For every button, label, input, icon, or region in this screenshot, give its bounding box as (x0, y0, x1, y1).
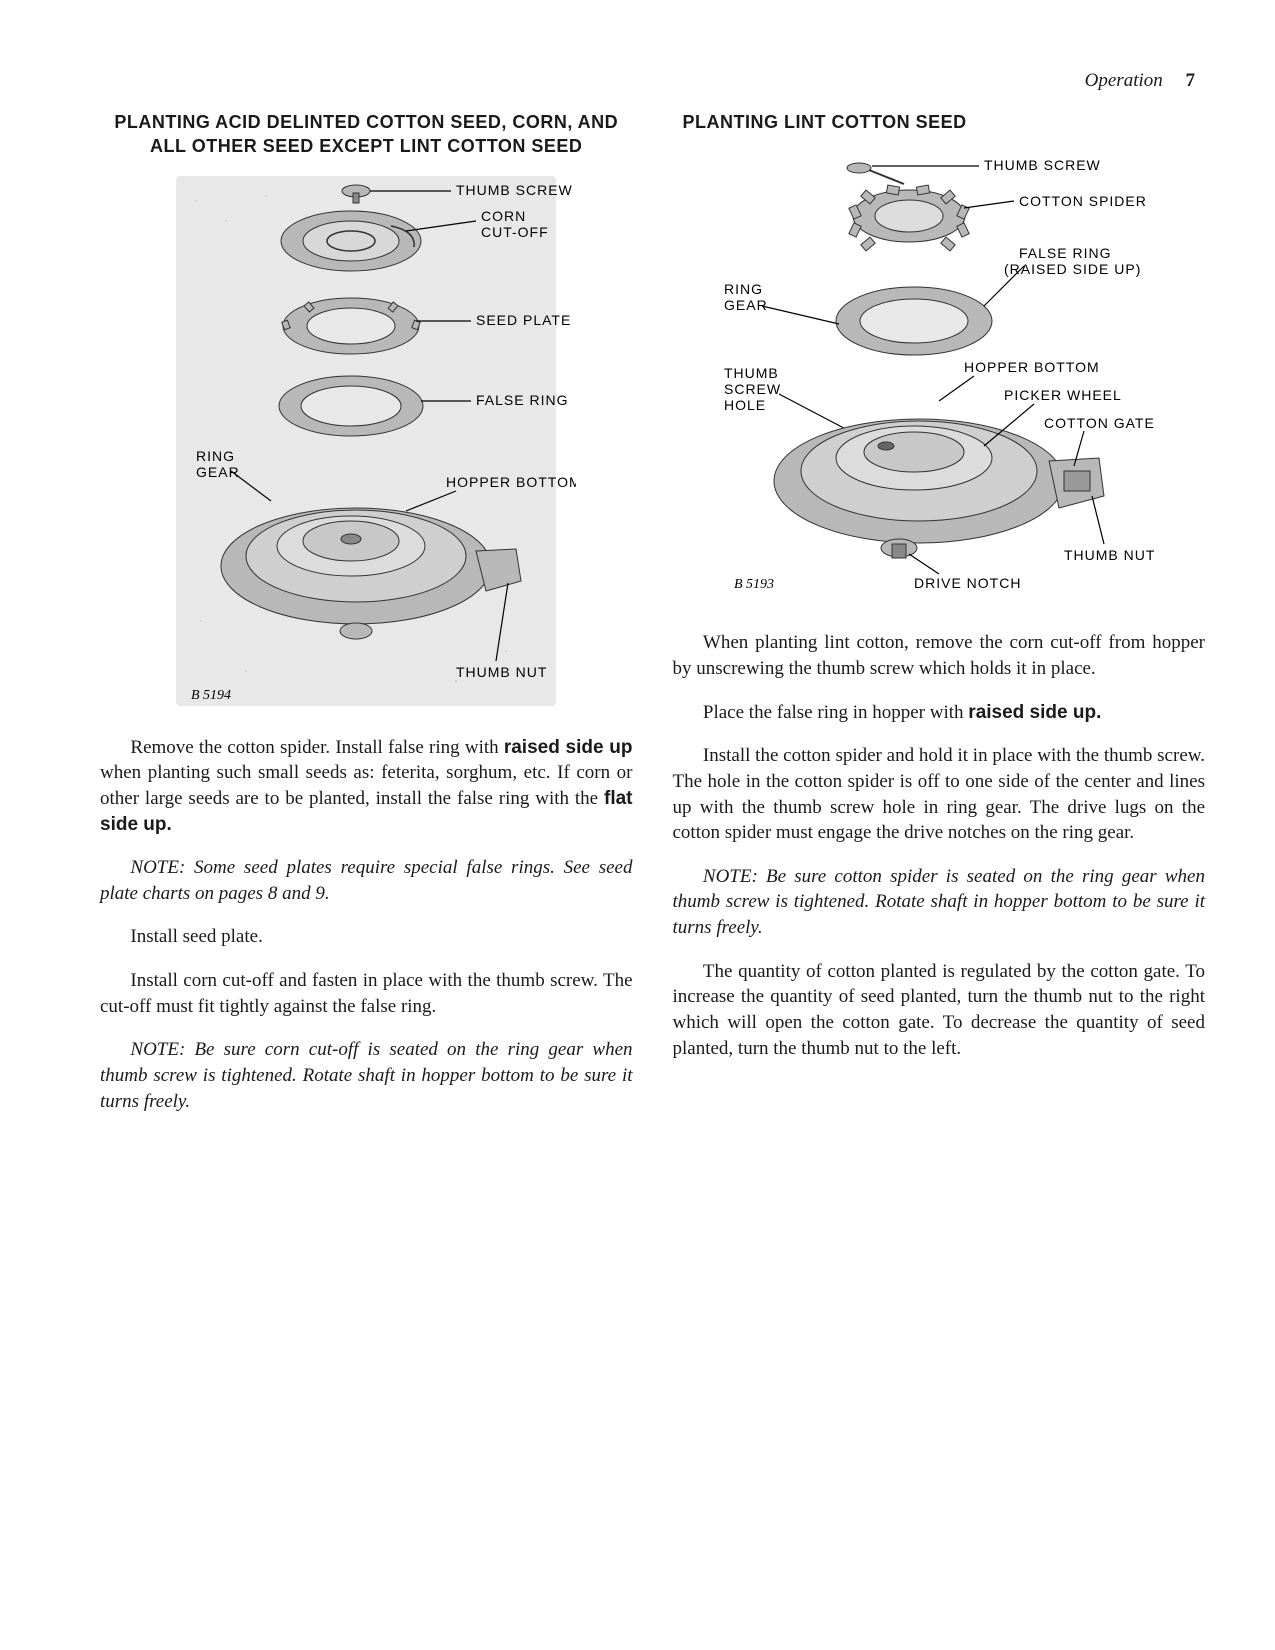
label-hopper-bottom-r: HOPPER BOTTOM (964, 359, 1100, 375)
label-corn-cutoff-1: CORN (481, 208, 526, 224)
right-p3: Install the cotton spider and hold it in… (673, 743, 1206, 846)
label-seed-plate: SEED PLATE (476, 312, 571, 328)
left-body-text: Remove the cotton spider. Install false … (100, 735, 633, 1115)
left-figure: THUMB SCREW CORN CUT-OFF (156, 171, 576, 711)
label-picker-wheel: PICKER WHEEL (1004, 387, 1122, 403)
label-hopper-bottom: HOPPER BOTTOM (446, 474, 576, 490)
left-title: PLANTING ACID DELINTED COTTON SEED, CORN… (100, 110, 633, 159)
left-figure-id: B 5194 (191, 688, 231, 703)
label-cotton-spider: COTTON SPIDER (1019, 193, 1147, 209)
left-note1: NOTE: Some seed plates require special f… (100, 855, 633, 906)
label-ring-gear-r2: GEAR (724, 297, 768, 313)
label-cotton-gate: COTTON GATE (1044, 415, 1155, 431)
right-p2: Place the false ring in hopper with rais… (673, 700, 1206, 726)
right-figure: THUMB SCREW (704, 146, 1174, 606)
right-note1: NOTE: Be sure cotton spider is seated on… (673, 864, 1206, 941)
page-header: Operation 7 (100, 70, 1205, 92)
left-p1b: raised side up (504, 737, 633, 758)
corn-cutoff-icon (281, 211, 421, 271)
label-false-ring-sub: (RAISED SIDE UP) (1004, 261, 1141, 277)
left-diagram-svg: THUMB SCREW CORN CUT-OFF (156, 171, 576, 711)
left-p1c: when planting such small seeds as: feter… (100, 762, 633, 809)
header-page-number: 7 (1186, 70, 1196, 91)
right-title: PLANTING LINT COTTON SEED (683, 110, 1206, 134)
left-p1: Remove the cotton spider. Install false … (100, 735, 633, 838)
two-column-layout: PLANTING ACID DELINTED COTTON SEED, CORN… (100, 110, 1205, 1132)
left-column: PLANTING ACID DELINTED COTTON SEED, CORN… (100, 110, 633, 1132)
right-p2a: Place the false ring in hopper with (703, 702, 968, 723)
left-p2: Install seed plate. (100, 924, 633, 950)
label-drive-notch: DRIVE NOTCH (914, 575, 1021, 591)
label-tsh-2: SCREW (724, 381, 781, 397)
label-thumb-screw-r: THUMB SCREW (984, 157, 1101, 173)
label-corn-cutoff-2: CUT-OFF (481, 224, 549, 240)
label-tsh-3: HOLE (724, 397, 766, 413)
label-tsh-1: THUMB (724, 365, 779, 381)
label-false-ring-r: FALSE RING (1019, 245, 1111, 261)
right-p2b: raised side up. (968, 702, 1101, 723)
right-figure-id: B 5193 (734, 577, 774, 592)
left-p3: Install corn cut-off and fasten in place… (100, 968, 633, 1019)
page-root: Operation 7 PLANTING ACID DELINTED COTTO… (0, 0, 1275, 1650)
seed-plate-icon (282, 298, 420, 354)
false-ring-icon (279, 376, 423, 436)
label-ring-gear-1: RING (196, 448, 235, 464)
label-thumb-nut: THUMB NUT (456, 664, 547, 680)
label-thumb-screw: THUMB SCREW (456, 182, 573, 198)
left-p1a: Remove the cotton spider. Install false … (130, 737, 503, 758)
header-section: Operation (1085, 70, 1163, 91)
label-false-ring: FALSE RING (476, 392, 568, 408)
right-p1: When planting lint cotton, remove the co… (673, 630, 1206, 681)
cotton-spider-icon (849, 185, 969, 251)
false-ring-icon-r (836, 287, 992, 355)
label-ring-gear-r1: RING (724, 281, 763, 297)
label-thumb-nut-r: THUMB NUT (1064, 547, 1155, 563)
right-p4: The quantity of cotton planted is regula… (673, 959, 1206, 1062)
right-column: PLANTING LINT COTTON SEED THUMB SCREW (673, 110, 1206, 1132)
right-body-text: When planting lint cotton, remove the co… (673, 630, 1206, 1061)
right-diagram-svg: THUMB SCREW (704, 146, 1174, 606)
left-note2: NOTE: Be sure corn cut-off is seated on … (100, 1037, 633, 1114)
hopper-bottom-icon-r (774, 419, 1104, 558)
